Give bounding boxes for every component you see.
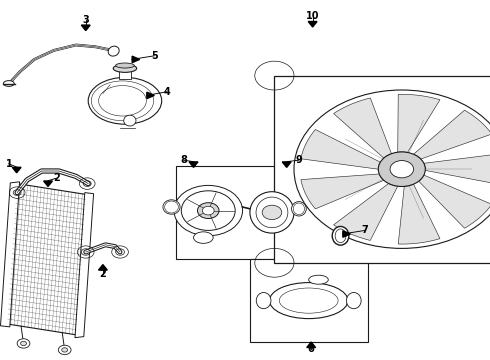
Polygon shape xyxy=(147,92,154,99)
Circle shape xyxy=(197,203,219,219)
Polygon shape xyxy=(307,342,316,347)
Polygon shape xyxy=(132,56,140,63)
Ellipse shape xyxy=(113,64,137,72)
Text: 4: 4 xyxy=(163,87,170,97)
Polygon shape xyxy=(98,265,107,270)
Polygon shape xyxy=(334,184,398,240)
Circle shape xyxy=(390,161,414,178)
Text: 3: 3 xyxy=(82,15,89,25)
Ellipse shape xyxy=(116,63,134,68)
Circle shape xyxy=(62,348,68,352)
Text: 5: 5 xyxy=(151,51,158,61)
Text: 8: 8 xyxy=(180,155,187,165)
Circle shape xyxy=(174,185,243,236)
Text: 6: 6 xyxy=(308,344,315,354)
Polygon shape xyxy=(282,162,291,167)
Polygon shape xyxy=(343,231,350,237)
Ellipse shape xyxy=(250,192,294,233)
Ellipse shape xyxy=(108,46,119,56)
Circle shape xyxy=(58,345,71,355)
Text: 9: 9 xyxy=(295,155,302,165)
Bar xyxy=(250,259,368,342)
Text: 1: 1 xyxy=(5,159,12,169)
Polygon shape xyxy=(44,181,52,186)
Polygon shape xyxy=(75,193,94,338)
Polygon shape xyxy=(419,175,490,228)
Ellipse shape xyxy=(194,232,213,243)
Ellipse shape xyxy=(3,81,14,86)
Circle shape xyxy=(202,206,214,215)
Ellipse shape xyxy=(256,292,271,309)
Polygon shape xyxy=(414,110,490,159)
Polygon shape xyxy=(424,154,490,185)
Bar xyxy=(274,76,490,263)
Polygon shape xyxy=(301,130,380,169)
Polygon shape xyxy=(308,22,317,27)
Circle shape xyxy=(262,205,282,220)
Ellipse shape xyxy=(346,292,361,309)
Polygon shape xyxy=(398,94,440,152)
Polygon shape xyxy=(7,184,86,335)
Text: 2: 2 xyxy=(99,269,106,279)
Ellipse shape xyxy=(123,115,136,126)
Ellipse shape xyxy=(163,200,180,214)
Bar xyxy=(176,166,306,259)
Polygon shape xyxy=(0,182,20,327)
Polygon shape xyxy=(334,98,392,158)
Ellipse shape xyxy=(332,226,349,245)
Circle shape xyxy=(378,152,425,186)
Polygon shape xyxy=(189,162,198,167)
Circle shape xyxy=(21,341,26,346)
Ellipse shape xyxy=(270,283,348,319)
Ellipse shape xyxy=(309,275,328,284)
Polygon shape xyxy=(12,167,21,173)
Bar xyxy=(119,69,131,79)
Polygon shape xyxy=(81,25,90,31)
Text: 10: 10 xyxy=(306,11,319,21)
Text: 2: 2 xyxy=(53,173,60,183)
Polygon shape xyxy=(398,184,440,244)
Ellipse shape xyxy=(88,77,162,124)
Polygon shape xyxy=(301,174,384,209)
Circle shape xyxy=(17,339,30,348)
Ellipse shape xyxy=(292,202,306,216)
Text: 7: 7 xyxy=(362,225,368,235)
